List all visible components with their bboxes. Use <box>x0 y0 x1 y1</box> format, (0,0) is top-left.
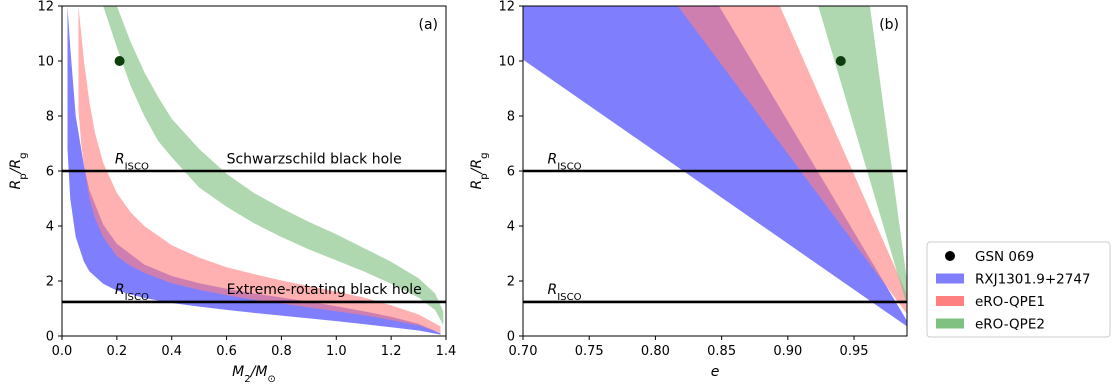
y-tick-label-b: 4 <box>507 220 515 235</box>
legend-swatch-ero-qpe1 <box>936 296 964 306</box>
x-tick-label-a: 0.4 <box>161 344 182 359</box>
annotation-a-1: Extreme-rotating black hole <box>227 282 422 298</box>
y-tick-label-b: 0 <box>507 330 515 345</box>
x-axis-label-a: M2/M⊙ <box>232 364 276 385</box>
panel-b: 0.70 0.75 0.80 0.85 0.90 0.95024681012(b)RISC… <box>469 0 908 380</box>
risco-label-b-0: RISCO <box>547 152 581 173</box>
risco-label-a-1: RISCO <box>115 282 149 303</box>
x-tick-label-b: 0.70 <box>509 344 538 359</box>
y-tick-label-b: 10 <box>498 55 515 70</box>
point-gsn-069-b <box>835 56 846 66</box>
y-axis-label-text-b-part: /R <box>469 159 485 175</box>
band-a-ero-qpe2 <box>103 6 444 325</box>
y-axis-label-text-b: Rp/Rg <box>469 153 490 190</box>
y-axis-label-text-a: Rp/Rg <box>8 153 29 190</box>
risco-label-b-0-part: ISCO <box>557 161 581 172</box>
plot-area-a <box>62 6 446 335</box>
legend-label-rxj1301-9-2747: RXJ1301.9+2747 <box>975 272 1091 288</box>
x-tick-label-b: 0.75 <box>575 344 604 359</box>
x-tick-label-a: 0.8 <box>271 344 292 359</box>
legend: GSN 069 RXJ1301.9+2747 eRO-QPE1 eRO-QPE2 <box>926 241 1111 338</box>
panel-label-b: (b) <box>879 17 899 33</box>
plot-area-b <box>523 6 907 327</box>
panel-label-a: (a) <box>418 17 438 33</box>
risco-label-b-1-part: ISCO <box>557 292 581 303</box>
legend-swatch-rxj1301-9-2747 <box>936 273 964 284</box>
legend-label-gsn-069: GSN 069 <box>975 249 1034 265</box>
risco-label-b-1: RISCO <box>547 282 581 303</box>
y-axis-label-text-a-part: /R <box>8 159 24 175</box>
legend-frame <box>926 241 1111 338</box>
risco-label-a-1-part: R <box>115 282 125 298</box>
point-gsn-069-a <box>114 56 125 66</box>
x-tick-label-a: 1.0 <box>326 344 347 359</box>
y-tick-label-a: 2 <box>46 275 54 290</box>
band-a-ero-qpe1 <box>78 6 441 333</box>
annotation-a-0: Schwarzschild black hole <box>227 152 402 168</box>
band-b-rxj1301-9-2747 <box>523 6 907 327</box>
y-tick-label-b: 2 <box>507 275 515 290</box>
risco-label-b-1-part: R <box>547 282 557 298</box>
y-tick-label-b: 12 <box>498 0 515 15</box>
y-tick-label-a: 8 <box>46 110 54 125</box>
y-axis-label-b: Rp/Rg <box>469 153 490 190</box>
legend-marker-gsn-069 <box>945 251 955 261</box>
risco-label-a-0-part: ISCO <box>125 161 149 172</box>
y-tick-label-a: 0 <box>46 330 54 345</box>
band-b-ero-qpe2 <box>818 6 907 306</box>
y-axis-label-text-a-part: R <box>8 180 24 190</box>
risco-label-a-0-part: R <box>115 152 125 168</box>
y-tick-label-a: 4 <box>46 220 54 235</box>
x-axis-label-a-part: ⊙ <box>267 374 275 385</box>
legend-label-ero-qpe1: eRO-QPE1 <box>975 294 1045 310</box>
y-axis-label-text-b-part: p <box>479 173 490 179</box>
band-b-ero-qpe1 <box>677 6 907 314</box>
legend-label-ero-qpe2: eRO-QPE2 <box>975 317 1045 333</box>
x-tick-label-b: 0.90 <box>773 344 802 359</box>
panel-a: 0.0 0.2 0.4 0.6 0.8 1.0 1.2 1.4024681012(a)RISC… <box>8 0 456 385</box>
y-axis-label-text-a-part: p <box>18 173 29 179</box>
x-tick-label-b: 0.95 <box>840 344 869 359</box>
y-axis-label-text-a-part: g <box>18 153 29 159</box>
y-tick-label-b: 8 <box>507 110 515 125</box>
y-tick-label-a: 6 <box>46 165 54 180</box>
x-tick-label-a: 0.0 <box>52 344 73 359</box>
y-axis-label-text-b-part: g <box>479 153 490 159</box>
y-tick-label-b: 6 <box>507 165 515 180</box>
y-tick-label-a: 12 <box>37 0 54 15</box>
x-tick-label-a: 0.6 <box>216 344 237 359</box>
x-axis-label-b: e <box>711 364 720 380</box>
x-axis-label-a-part: 2 <box>244 374 250 385</box>
x-tick-label-a: 1.2 <box>381 344 402 359</box>
x-axis-label-b-part: e <box>711 364 720 380</box>
x-axis-label-a-part: M <box>232 364 244 380</box>
legend-swatch-ero-qpe2 <box>936 318 964 329</box>
x-tick-label-b: 0.85 <box>707 344 736 359</box>
risco-label-a-1-part: ISCO <box>125 292 149 303</box>
x-tick-label-b: 0.80 <box>641 344 670 359</box>
x-axis-label-a-part: /M <box>249 364 268 380</box>
x-tick-label-a: 1.4 <box>436 344 457 359</box>
risco-label-a-0: RISCO <box>115 152 149 173</box>
y-axis-label-text-b-part: R <box>469 180 485 190</box>
y-axis-label-a: Rp/Rg <box>8 153 29 190</box>
risco-label-b-0-part: R <box>547 152 557 168</box>
x-tick-label-a: 0.2 <box>107 344 128 359</box>
y-tick-label-a: 10 <box>37 55 54 70</box>
